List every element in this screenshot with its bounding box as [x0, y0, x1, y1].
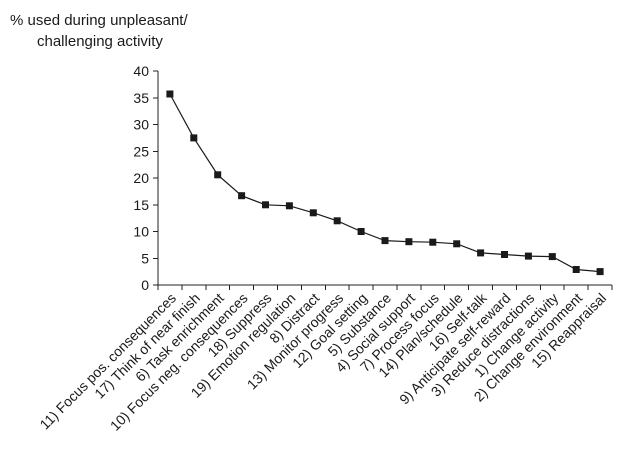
- y-tick-label: 35: [133, 90, 149, 106]
- data-series: [166, 90, 604, 276]
- data-point: [214, 171, 222, 179]
- data-point: [524, 252, 532, 260]
- data-point: [238, 192, 246, 200]
- data-point: [262, 201, 269, 209]
- data-point: [501, 251, 508, 258]
- y-axis-title: % used during unpleasant/ challenging ac…: [10, 12, 188, 50]
- y-tick-label: 10: [133, 224, 149, 240]
- data-point: [477, 249, 485, 257]
- axes: [157, 71, 612, 286]
- data-point: [548, 253, 556, 261]
- y-tick-label: 30: [133, 117, 149, 133]
- data-point: [190, 134, 198, 142]
- data-point: [596, 268, 604, 276]
- y-tick-label: 20: [133, 170, 149, 186]
- data-point: [166, 90, 174, 98]
- data-point: [572, 266, 580, 273]
- data-point: [405, 238, 413, 246]
- series-line: [169, 93, 601, 273]
- y-axis-ticks: 0 5 10 15 20 25 30 35 40: [133, 63, 158, 293]
- data-point: [333, 217, 341, 225]
- data-point: [285, 202, 293, 210]
- x-axis-ticks: [157, 285, 613, 290]
- y-tick-label: 5: [141, 250, 149, 266]
- y-tick-label: 15: [133, 197, 149, 213]
- y-axis-title-line-1: % used during unpleasant/: [10, 12, 188, 29]
- data-point: [309, 209, 317, 217]
- data-point: [357, 228, 365, 235]
- data-point: [429, 238, 437, 246]
- y-tick-label: 0: [141, 277, 149, 293]
- y-tick-label: 40: [133, 63, 149, 79]
- data-point: [453, 240, 461, 248]
- y-axis-title-line-2: challenging activity: [37, 33, 163, 50]
- y-tick-label: 25: [133, 143, 149, 159]
- data-point: [381, 237, 389, 245]
